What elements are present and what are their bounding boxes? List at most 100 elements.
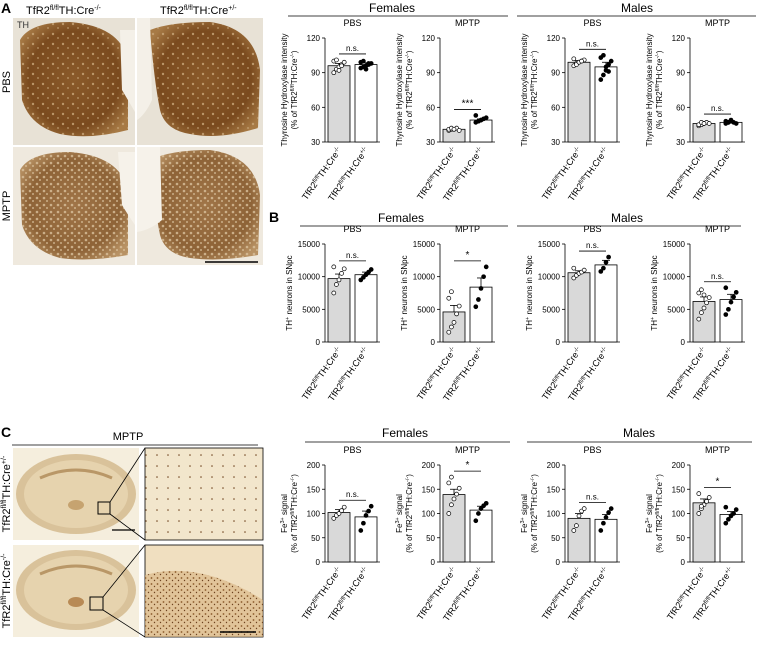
chart-c-females-mptp-point xyxy=(449,502,454,508)
chart-c-males-pbs-point xyxy=(571,528,577,533)
chart-c-females-mptp-point xyxy=(449,474,454,480)
chart-b-females-pbs-point xyxy=(341,266,347,272)
chart-b-males-pbs-bar-ko xyxy=(567,272,591,343)
panel-a-image-pbs-het xyxy=(137,18,263,145)
chart-b-males-pbs-bar-het xyxy=(594,264,618,343)
chart-b-females-mptp-point xyxy=(449,289,454,295)
chart-a-males-pbs-ytick-label: 120 xyxy=(547,34,561,43)
chart-a-males-mptp-ylabel: Thyrosine Hydroxylase intensity(% of TfR… xyxy=(645,34,664,147)
chart-a-males-pbs-point xyxy=(598,77,604,82)
chart-c-females-pbs-point xyxy=(361,520,366,526)
chart-c-males-pbs-bar-het xyxy=(594,518,618,563)
chart-c-males-pbs-point xyxy=(608,506,614,511)
chart-b-females-mptp-title: MPTP xyxy=(455,224,480,234)
panel-c-zoom-bottom xyxy=(144,544,264,638)
chart-c-females-mptp-ylabel: Fe3+ signal(% of TfR2fl/flTH:Cre-/-) xyxy=(395,474,414,553)
chart-c-females-pbs-ytick-label: 100 xyxy=(307,510,321,519)
panel-letter-c: C xyxy=(1,424,11,440)
chart-c-females-pbs-point xyxy=(331,515,337,521)
panel-c-whole-brain-top xyxy=(13,447,146,541)
chart-c-females-pbs-bar-ko xyxy=(327,512,351,563)
chart-a-males-pbs-point xyxy=(603,64,609,70)
chart-a-females-mptp-point xyxy=(478,117,484,123)
chart-b-females-pbs-title: PBS xyxy=(343,224,361,234)
chart-a-males-pbs-point xyxy=(601,52,606,58)
chart-b-males-pbs-ytick-label: 0 xyxy=(556,338,561,347)
chart-c-males-mptp-point xyxy=(731,511,736,516)
panel-c-zoom-top xyxy=(144,447,264,541)
panel-a-row-label-mptp: MPTP xyxy=(1,191,13,222)
group-header-row-a: Females Males xyxy=(288,1,756,17)
chart-a-males-mptp-ytick-label: 60 xyxy=(676,103,685,112)
chart-a-females-pbs-bar-het xyxy=(354,64,378,143)
chart-c-females-mptp-ytick-label: 0 xyxy=(431,558,436,567)
chart-a-females-pbs-ytick-label: 120 xyxy=(307,34,321,43)
chart-c-males-pbs-point xyxy=(581,506,587,511)
chart-b-females-pbs-ylabel: TH+ neurons in SNpc xyxy=(285,255,294,330)
chart-b-males-pbs-point xyxy=(571,265,577,271)
chart-a-males-pbs-point xyxy=(601,72,606,78)
panel-a-row-label-pbs: PBS xyxy=(1,71,13,93)
chart-a-males-pbs-point xyxy=(579,58,584,64)
chart-c-females-pbs-title: PBS xyxy=(343,445,361,455)
panel-a-image-pbs-ko xyxy=(13,18,135,145)
chart-a-males-pbs-bar-het xyxy=(594,66,618,143)
chart-a-females-pbs: PBS 30 60 90 120 Thyrosine Hydroxylase intens… xyxy=(280,18,380,203)
chart-c-males-pbs-point xyxy=(598,528,604,533)
chart-c-females-mptp-bar-ko xyxy=(442,494,466,563)
panel-c-whole-brain-bottom xyxy=(13,544,146,638)
chart-c-females-pbs-significance-label: n.s. xyxy=(346,490,359,499)
panel-a-col-header-1: TfR2fl/flTH:Cre-/- xyxy=(26,5,102,17)
chart-b-females-mptp-ytick-label: 10000 xyxy=(413,273,436,282)
chart-b-females-mptp-point xyxy=(449,324,454,330)
chart-b-males-mptp-ytick-label: 10000 xyxy=(663,273,686,282)
chart-b-females-mptp-point xyxy=(476,297,481,302)
chart-a-females-pbs-ylabel: Thyrosine Hydroxylase intensity(% of TfR… xyxy=(280,34,299,147)
chart-b-males-pbs-point xyxy=(603,259,609,265)
chart-c-males-mptp-point xyxy=(704,499,709,504)
panel-letter-a: A xyxy=(1,0,11,16)
chart-a-females-pbs-point xyxy=(363,66,369,72)
panel-a-image-mptp-ko xyxy=(13,147,135,265)
chart-a-males-pbs-title: PBS xyxy=(583,18,601,28)
chart-c-males-mptp-ytick-label: 0 xyxy=(681,558,686,567)
chart-c-males-mptp-ytick-label: 50 xyxy=(676,534,685,543)
chart-b-females-mptp-point xyxy=(454,311,459,317)
chart-c-males-mptp-point xyxy=(723,504,729,510)
chart-b-males-mptp-point xyxy=(706,295,712,300)
chart-b-males-mptp-ytick-label: 15000 xyxy=(663,240,686,249)
chart-b-females-pbs-significance-label: n.s. xyxy=(346,251,359,260)
chart-b-females-pbs-ytick-label: 15000 xyxy=(298,240,321,249)
chart-a-females-mptp-significance-label: *** xyxy=(462,98,474,109)
chart-b-males-mptp-point xyxy=(696,316,702,322)
chart-a-females-pbs-ytick-label: 90 xyxy=(311,69,320,78)
chart-a-females-mptp-ytick-label: 60 xyxy=(426,103,435,112)
chart-b-males-mptp-point xyxy=(728,299,734,305)
chart-a-females-mptp-ytick-label: 30 xyxy=(426,138,435,147)
chart-a-males-mptp-point xyxy=(728,117,734,123)
chart-b-females-mptp-point xyxy=(446,329,452,335)
chart-c-males-pbs-ytick-label: 0 xyxy=(556,558,561,567)
chart-c-males-mptp-point xyxy=(733,507,739,512)
chart-c-males-mptp-ylabel: Fe3+ signal(% of TfR2fl/flTH:Cre-/-) xyxy=(645,474,664,553)
chart-a-males-mptp-bar-ko xyxy=(692,123,716,143)
chart-c-females-pbs-ytick-label: 0 xyxy=(316,558,321,567)
chart-c-males-mptp-title: MPTP xyxy=(705,445,730,455)
chart-b-males-mptp-point xyxy=(701,292,707,298)
chart-b-females-pbs-point xyxy=(331,264,337,270)
chart-c-females-pbs-point xyxy=(366,508,371,514)
chart-c-males-pbs-point xyxy=(601,520,606,526)
chart-b-females-mptp-point xyxy=(456,303,462,309)
chart-b-males-pbs-point xyxy=(606,254,611,260)
chart-a-males-pbs-ytick-label: 90 xyxy=(551,69,560,78)
chart-c-males-pbs-significance-label: n.s. xyxy=(586,493,599,502)
chart-b-males-mptp-ytick-label: 0 xyxy=(681,338,686,347)
chart-c-males-mptp: MPTP 0 50 100 150 200 Fe3+ signal(% of TfR2fl/… xyxy=(645,445,745,623)
chart-b-males-mptp-point xyxy=(699,287,704,293)
chart-a-females-mptp-point xyxy=(451,126,457,132)
chart-c-females-mptp-point xyxy=(446,511,452,516)
chart-b-males-mptp-significance-label: n.s. xyxy=(711,272,724,281)
chart-c-females-mptp-point xyxy=(454,491,459,497)
chart-c-males-pbs-point xyxy=(603,515,609,520)
